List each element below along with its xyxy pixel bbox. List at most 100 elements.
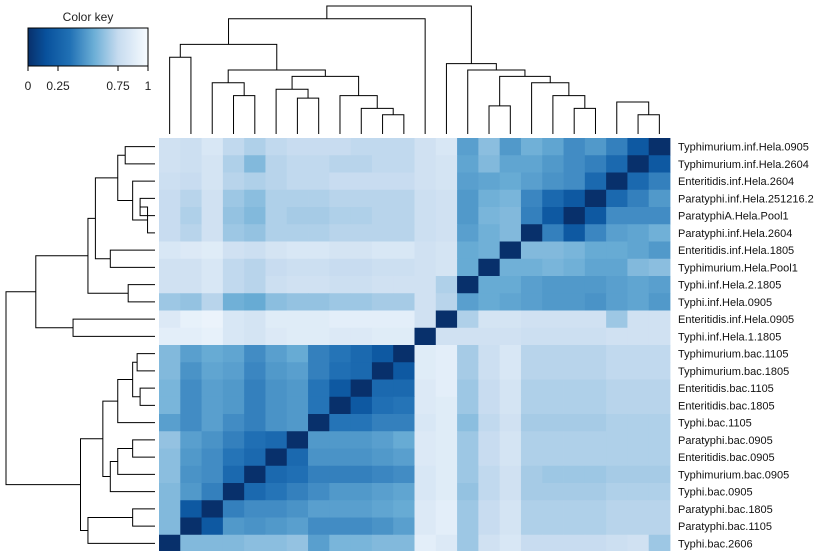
- heatmap-cell: [159, 500, 181, 518]
- heatmap-cell: [542, 241, 564, 260]
- heatmap-cell: [457, 517, 479, 536]
- heatmap-cell: [371, 138, 394, 156]
- heatmap-cell: [563, 310, 586, 329]
- heatmap-cell: [648, 155, 671, 173]
- heatmap-cell: [435, 258, 458, 277]
- column-dendrogram: [169, 5, 660, 134]
- heatmap-cell: [478, 258, 501, 277]
- heatmap-cell: [606, 500, 628, 518]
- heatmap-cell: [606, 258, 628, 277]
- heatmap-cell: [329, 483, 352, 501]
- heatmap-cell: [457, 483, 479, 501]
- heatmap-cell: [329, 448, 352, 467]
- heatmap-cell: [520, 517, 543, 536]
- heatmap-cell: [350, 448, 373, 467]
- heatmap-cell: [180, 362, 202, 380]
- heatmap-cell: [308, 310, 330, 329]
- heatmap-cell: [329, 224, 352, 242]
- heatmap-cell: [414, 155, 437, 173]
- heatmap-cell: [520, 396, 543, 415]
- heatmap-cell: [244, 189, 266, 208]
- heatmap-cell: [542, 327, 564, 346]
- heatmap-cell: [286, 500, 309, 518]
- heatmap-cell: [308, 207, 330, 225]
- heatmap-cell: [159, 345, 181, 363]
- heatmap-cell: [201, 414, 224, 432]
- heatmap-cell: [265, 500, 288, 518]
- heatmap-cell: [286, 431, 309, 449]
- heatmap-cell: [520, 414, 543, 432]
- heatmap-cell: [222, 172, 245, 191]
- heatmap-cell: [520, 189, 543, 208]
- heatmap-cell: [435, 396, 458, 415]
- heatmap-cell: [648, 189, 671, 208]
- heatmap-cell: [159, 483, 181, 501]
- heatmap-cell: [393, 448, 415, 467]
- heatmap-cell: [244, 534, 266, 551]
- heatmap-cell: [584, 465, 607, 484]
- heatmap-cell: [222, 534, 245, 551]
- heatmap-cell: [563, 500, 586, 518]
- heatmap-cell: [584, 172, 607, 191]
- heatmap-cell: [435, 483, 458, 501]
- heatmap-cell: [648, 500, 671, 518]
- heatmap-cell: [627, 396, 650, 415]
- heatmap-cell: [414, 431, 437, 449]
- heatmap-cell: [350, 155, 373, 173]
- color-key-gradient: [27, 27, 149, 67]
- heatmap-cell: [584, 310, 607, 329]
- heatmap-cell: [244, 276, 266, 294]
- heatmap-cell: [286, 224, 309, 242]
- heatmap-cell: [457, 138, 479, 156]
- heatmap-cell: [180, 500, 202, 518]
- heatmap-cell: [520, 500, 543, 518]
- heatmap-cell: [648, 276, 671, 294]
- heatmap-cell: [457, 224, 479, 242]
- heatmap-cell: [393, 207, 415, 225]
- heatmap-cell: [371, 224, 394, 242]
- heatmap-cell: [180, 155, 202, 173]
- color-key-ticks: 0 0.25 0.75 1: [25, 66, 152, 93]
- row-dendrogram: [5, 146, 155, 544]
- heatmap-cell: [371, 172, 394, 191]
- heatmap-cell: [435, 500, 458, 518]
- heatmap-cell: [478, 448, 501, 467]
- heatmap-cell: [159, 327, 181, 346]
- heatmap-cell: [222, 362, 245, 380]
- heatmap-cell: [350, 345, 373, 363]
- heatmap-cell: [180, 241, 202, 260]
- heatmap-cell: [201, 465, 224, 484]
- heatmap-cell: [563, 138, 586, 156]
- heatmap-cell: [627, 258, 650, 277]
- heatmap-cell: [499, 172, 522, 191]
- heatmap-cell: [265, 431, 288, 449]
- heatmap-cell: [350, 207, 373, 225]
- heatmap-cell: [371, 362, 394, 380]
- heatmap-cell: [457, 155, 479, 173]
- heatmap-cell: [542, 517, 564, 536]
- heatmap-cell: [627, 465, 650, 484]
- heatmap-cell: [606, 189, 628, 208]
- heatmap-cell: [648, 224, 671, 242]
- heatmap-cell: [584, 224, 607, 242]
- heatmap-cell: [648, 448, 671, 467]
- heatmap-cell: [520, 465, 543, 484]
- heatmap-cell: [648, 345, 671, 363]
- heatmap-cell: [414, 293, 437, 311]
- heatmap-cell: [222, 379, 245, 398]
- heatmap-cell: [584, 155, 607, 173]
- heatmap-cell: [499, 379, 522, 398]
- dendrogram-branch: [573, 107, 596, 134]
- heatmap-cell: [435, 155, 458, 173]
- dendrogram-branch: [531, 82, 570, 134]
- heatmap-cell: [499, 396, 522, 415]
- heatmap-cell: [457, 414, 479, 432]
- heatmap-cell: [542, 345, 564, 363]
- heatmap-cell: [478, 310, 501, 329]
- heatmap-cell: [542, 396, 564, 415]
- heatmap-cell: [201, 207, 224, 225]
- row-label: Enteritidis.bac.0905: [678, 452, 775, 464]
- heatmap-cell: [584, 189, 607, 208]
- heatmap-cell: [244, 465, 266, 484]
- heatmap-cell: [520, 138, 543, 156]
